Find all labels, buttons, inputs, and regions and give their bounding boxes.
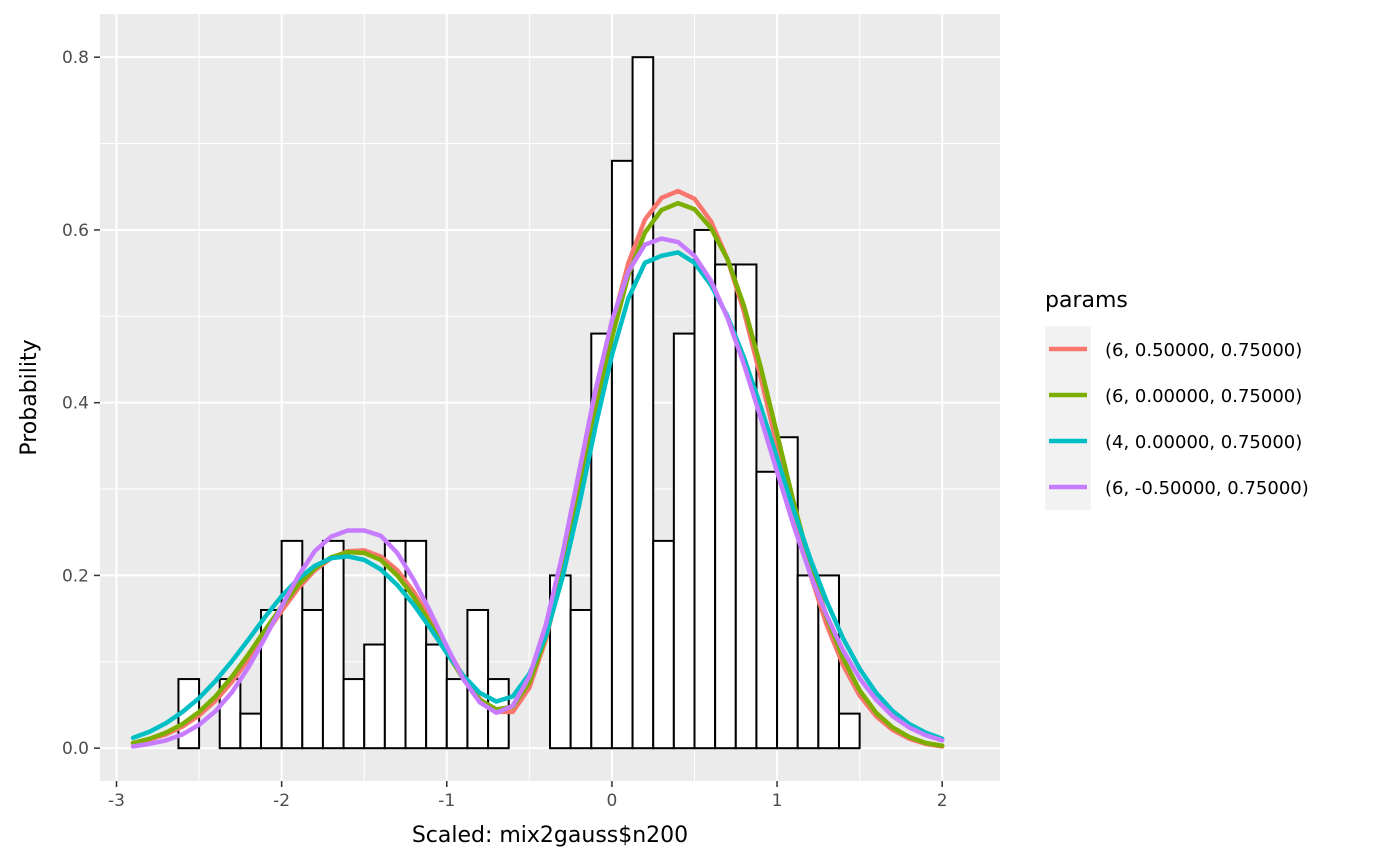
legend-title: params	[1045, 288, 1128, 313]
x-tick-label: 1	[772, 791, 783, 811]
x-tick-label: -1	[438, 791, 455, 811]
histogram-bar	[445, 678, 469, 750]
histogram-bar	[569, 608, 593, 750]
series-lines	[130, 188, 945, 749]
histogram-bar	[363, 643, 386, 750]
legend-label: (6, 0.00000, 0.75000)	[1105, 386, 1302, 407]
legend-label: (6, 0.50000, 0.75000)	[1105, 340, 1302, 361]
series-line-4	[130, 236, 945, 749]
x-tick-label: -2	[273, 791, 290, 811]
legend: params (6, 0.50000, 0.75000) (6, 0.00000,…	[1045, 288, 1309, 510]
y-tick-label: 0.8	[62, 48, 89, 68]
histogram-bar	[755, 470, 779, 750]
x-axis-title: Scaled: mix2gauss$n200	[412, 823, 688, 848]
histogram-bar	[301, 608, 324, 750]
histogram-bar	[652, 539, 675, 750]
histogram-bar	[321, 539, 345, 750]
x-tick-label: 0	[607, 791, 618, 811]
y-axis: 0.0 0.2 0.4 0.6 0.8	[62, 48, 100, 759]
y-tick-label: 0.6	[62, 221, 89, 241]
y-axis-title: Probability	[17, 339, 42, 455]
histogram-bar	[672, 332, 696, 750]
histogram-bar	[631, 56, 655, 750]
histogram-bar	[837, 712, 861, 750]
legend-label: (6, -0.50000, 0.75000)	[1105, 478, 1309, 499]
histogram-bars	[177, 56, 861, 750]
histogram-bar	[342, 678, 366, 750]
y-tick-label: 0.2	[62, 566, 89, 586]
y-tick-label: 0.0	[62, 739, 89, 759]
y-tick-label: 0.4	[62, 394, 89, 414]
x-tick-label: 2	[937, 791, 948, 811]
x-axis: -3 -2 -1 0 1 2	[108, 781, 948, 811]
histogram-bar	[466, 608, 490, 750]
histogram-bar	[425, 643, 448, 750]
histogram-bar	[239, 712, 263, 750]
histogram-bar	[693, 228, 717, 750]
histogram-bar	[610, 159, 634, 750]
x-tick-label: -3	[108, 791, 125, 811]
histogram-bar	[796, 574, 820, 750]
legend-label: (4, 0.00000, 0.75000)	[1105, 432, 1302, 453]
